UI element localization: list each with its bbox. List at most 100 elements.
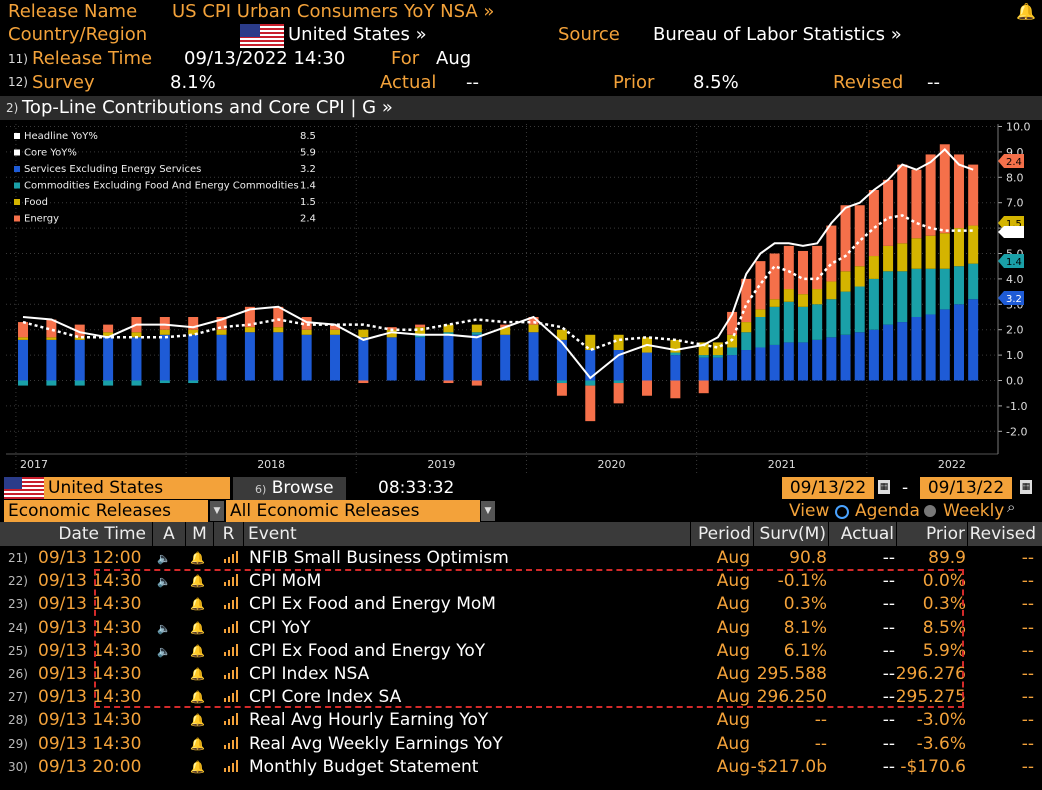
col-header-datetime[interactable]: Date Time bbox=[0, 522, 152, 546]
row-event[interactable]: CPI MoM bbox=[249, 571, 322, 592]
row-event[interactable]: CPI Core Index SA bbox=[249, 687, 402, 708]
browse-num: 6) bbox=[255, 483, 267, 496]
bell-alert-icon[interactable]: 🔔 bbox=[1016, 2, 1036, 21]
category-dropdown-arrow-icon[interactable]: ▼ bbox=[210, 501, 224, 521]
bar-segment bbox=[500, 327, 511, 335]
x-tick-label: 2020 bbox=[598, 458, 626, 471]
value-badge-label: 3.2 bbox=[1006, 294, 1022, 305]
bar-segment bbox=[330, 334, 341, 381]
date-to-input[interactable]: 09/13/22 bbox=[920, 477, 1012, 499]
weekly-radio[interactable] bbox=[924, 505, 936, 517]
date-to-calendar-icon[interactable]: ▦ bbox=[1020, 480, 1032, 494]
col-header-period[interactable]: Period bbox=[691, 522, 753, 546]
bar-segment bbox=[826, 281, 837, 300]
row-datetime: 09/13 14:30 bbox=[38, 710, 142, 731]
row-actual: -- bbox=[882, 733, 895, 754]
row-actual: -- bbox=[882, 756, 895, 777]
alert-bell-icon[interactable]: 🔔 bbox=[190, 667, 205, 681]
bar-segment bbox=[868, 190, 879, 257]
col-header-actual[interactable]: Actual bbox=[829, 522, 896, 546]
bar-segment bbox=[386, 327, 397, 330]
survey-label[interactable]: Survey bbox=[32, 72, 95, 93]
col-header-a[interactable]: A bbox=[153, 522, 185, 546]
table-row[interactable]: 23) 09/13 14:30 🔔 CPI Ex Food and Energy Mo… bbox=[0, 593, 1042, 616]
alert-bell-icon[interactable]: 🔔 bbox=[190, 551, 205, 565]
agenda-label[interactable]: Agenda bbox=[855, 501, 920, 521]
row-event[interactable]: NFIB Small Business Optimism bbox=[249, 548, 509, 568]
row-prior: 0.3% bbox=[922, 594, 966, 615]
speaker-icon[interactable]: 🔈 bbox=[157, 575, 171, 589]
country-link[interactable]: United States » bbox=[288, 24, 427, 45]
col-header-m[interactable]: M bbox=[186, 522, 213, 546]
alert-bell-icon[interactable]: 🔔 bbox=[190, 643, 205, 658]
chart-title[interactable]: Top-Line Contributions and Core CPI | G … bbox=[22, 97, 393, 118]
table-row[interactable]: 27) 09/13 14:30 🔔 CPI Core Index SA Aug 296.2… bbox=[0, 686, 1042, 709]
col-header-r[interactable]: R bbox=[214, 522, 243, 546]
row-event[interactable]: Monthly Budget Statement bbox=[249, 756, 479, 777]
filter-dropdown[interactable]: All Economic Releases bbox=[226, 500, 480, 522]
table-row[interactable]: 24) 09/13 14:30 🔈 🔔 CPI YoY Aug 8.1% -- 8.5% -- bbox=[0, 617, 1042, 640]
bar-segment bbox=[216, 334, 227, 381]
bar-segment bbox=[415, 327, 426, 335]
alert-bell-icon[interactable]: 🔔 bbox=[190, 620, 205, 635]
table-row[interactable]: 22) 09/13 14:30 🔈 🔔 CPI MoM Aug -0.1% -- 0.0% -- bbox=[0, 570, 1042, 593]
col-header-survey[interactable]: Surv(M) bbox=[754, 522, 828, 546]
country-selector[interactable]: United States bbox=[44, 477, 230, 499]
agenda-radio[interactable] bbox=[835, 505, 849, 519]
bar-segment bbox=[358, 380, 369, 384]
chart-title-bar bbox=[0, 96, 1042, 120]
release-name-link[interactable]: US CPI Urban Consumers YoY NSA » bbox=[172, 1, 495, 22]
alert-bell-icon[interactable]: 🔔 bbox=[190, 574, 205, 589]
bar-segment bbox=[415, 334, 426, 338]
alert-bell-icon[interactable]: 🔔 bbox=[190, 759, 205, 774]
table-row[interactable]: 26) 09/13 14:30 🔔 CPI Index NSA Aug 295.588 --… bbox=[0, 663, 1042, 686]
alert-bell-icon[interactable]: 🔔 bbox=[190, 713, 205, 728]
table-row[interactable]: 29) 09/13 14:30 🔔 Real Avg Weekly Earnings … bbox=[0, 733, 1042, 756]
table-row[interactable]: 21) 09/13 12:00 🔈 🔔 NFIB Small Business Opti… bbox=[0, 547, 1042, 570]
release-time-label[interactable]: Release Time bbox=[32, 48, 153, 69]
speaker-icon[interactable]: 🔈 bbox=[157, 644, 171, 658]
row-actual: -- bbox=[882, 664, 895, 684]
row-survey: -- bbox=[814, 710, 827, 731]
weekly-label[interactable]: Weekly bbox=[943, 501, 1005, 521]
source-link[interactable]: Bureau of Labor Statistics » bbox=[653, 24, 902, 45]
bar-segment bbox=[188, 329, 199, 335]
col-header-revised[interactable]: Revised bbox=[968, 522, 1042, 546]
row-event[interactable]: CPI Ex Food and Energy MoM bbox=[249, 594, 496, 615]
bar-segment bbox=[585, 380, 596, 386]
row-prior: 89.9 bbox=[928, 548, 966, 568]
category-dropdown[interactable]: Economic Releases bbox=[4, 500, 208, 522]
row-event[interactable]: CPI Ex Food and Energy YoY bbox=[249, 640, 486, 661]
bar-segment bbox=[840, 291, 851, 335]
bar-segment bbox=[670, 380, 681, 399]
bar-segment bbox=[769, 344, 780, 381]
date-from-calendar-icon[interactable]: ▦ bbox=[878, 480, 890, 494]
row-event[interactable]: CPI YoY bbox=[249, 617, 311, 638]
row-prior: -$170.6 bbox=[900, 756, 966, 777]
bar-segment bbox=[613, 334, 624, 351]
row-number: 21) bbox=[8, 551, 28, 565]
date-from-input[interactable]: 09/13/22 bbox=[782, 477, 874, 499]
table-row[interactable]: 28) 09/13 14:30 🔔 Real Avg Hourly Earning Y… bbox=[0, 709, 1042, 732]
row-event[interactable]: CPI Index NSA bbox=[249, 664, 370, 684]
bar-segment bbox=[74, 380, 85, 386]
row-event[interactable]: Real Avg Weekly Earnings YoY bbox=[249, 733, 503, 754]
row-event[interactable]: Real Avg Hourly Earning YoY bbox=[249, 710, 489, 731]
alert-bell-icon[interactable]: 🔔 bbox=[190, 597, 205, 612]
alert-bell-icon[interactable]: 🔔 bbox=[190, 690, 205, 705]
actual-label: Actual bbox=[380, 72, 437, 93]
zoom-search-icon[interactable]: ⌕ bbox=[1007, 498, 1016, 516]
col-header-event[interactable]: Event bbox=[244, 522, 690, 546]
bar-segment bbox=[868, 256, 879, 279]
bar-segment bbox=[471, 380, 482, 386]
browse-button[interactable]: 6) Browse bbox=[233, 477, 346, 501]
table-row[interactable]: 25) 09/13 14:30 🔈 🔔 CPI Ex Food and Energy Y… bbox=[0, 640, 1042, 663]
speaker-icon[interactable]: 🔈 bbox=[157, 552, 171, 565]
table-row[interactable]: 30) 09/13 20:00 🔔 Monthly Budget Statement A… bbox=[0, 756, 1042, 779]
col-header-prior[interactable]: Prior bbox=[897, 522, 967, 546]
bar-segment bbox=[670, 352, 681, 356]
alert-bell-icon[interactable]: 🔔 bbox=[190, 736, 205, 751]
row-period: Aug bbox=[716, 710, 750, 731]
speaker-icon[interactable]: 🔈 bbox=[157, 621, 171, 635]
filter-dropdown-arrow-icon[interactable]: ▼ bbox=[481, 501, 495, 521]
